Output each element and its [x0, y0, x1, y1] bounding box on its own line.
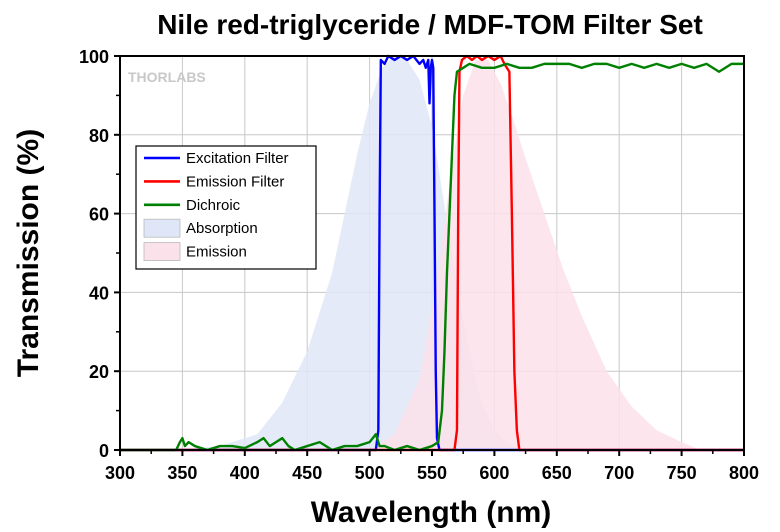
legend: Excitation Filter Emission Filter Dichroic…	[135, 145, 317, 270]
series-line-excitation-filter	[120, 54, 744, 452]
y-tick-label: 20	[89, 362, 109, 382]
legend-swatch-absorption	[143, 218, 181, 238]
x-tick-label: 400	[230, 463, 260, 483]
x-tick-label: 700	[604, 463, 634, 483]
y-tick-label: 40	[89, 283, 109, 303]
series-line-dichroic	[120, 62, 744, 452]
legend-swatch-emission	[143, 242, 181, 262]
axis-ticks: 300 350 400 450 500 550 600 650 700 750 800 0 20 40 60…	[79, 47, 759, 483]
y-tick-label: 0	[99, 441, 109, 461]
x-tick-label: 500	[355, 463, 385, 483]
legend-label-absorption: Absorption	[186, 220, 258, 237]
x-tick-label: 600	[479, 463, 509, 483]
brand-watermark: THORLABS	[128, 69, 206, 85]
series-area-emission	[369, 59, 701, 450]
x-tick-label: 800	[729, 463, 759, 483]
legend-label-dichroic: Dichroic	[186, 197, 241, 214]
y-tick-label: 100	[79, 47, 109, 67]
chart-title: Nile red-triglyceride / MDF-TOM Filter S…	[157, 9, 703, 40]
legend-label-emission: Emission	[186, 244, 247, 261]
x-tick-label: 650	[542, 463, 572, 483]
x-tick-label: 450	[292, 463, 322, 483]
x-tick-label: 350	[167, 463, 197, 483]
y-axis-label: Transmission (%)	[12, 129, 45, 377]
y-tick-label: 80	[89, 126, 109, 146]
legend-label-emission-filter: Emission Filter	[186, 173, 284, 190]
x-tick-label: 750	[667, 463, 697, 483]
y-tick-label: 60	[89, 205, 109, 225]
x-tick-label: 300	[105, 463, 135, 483]
x-axis-label: Wavelength (nm)	[311, 496, 552, 529]
x-tick-label: 550	[417, 463, 447, 483]
legend-label-excitation-filter: Excitation Filter	[186, 150, 289, 167]
